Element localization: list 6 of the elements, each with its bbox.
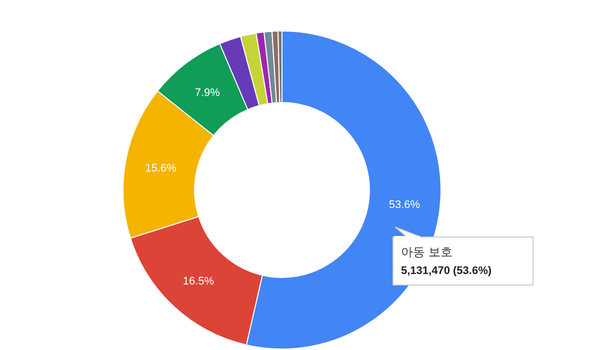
data-label: 16.5% <box>182 276 214 288</box>
tooltip: 아동 보호 5,131,470 (53.6%) <box>392 226 534 286</box>
data-label: 53.6% <box>388 198 420 211</box>
slice-label: 아동 보호 <box>401 245 452 259</box>
data-label: 7.9% <box>194 86 220 99</box>
data-label: 15.6% <box>145 162 177 175</box>
